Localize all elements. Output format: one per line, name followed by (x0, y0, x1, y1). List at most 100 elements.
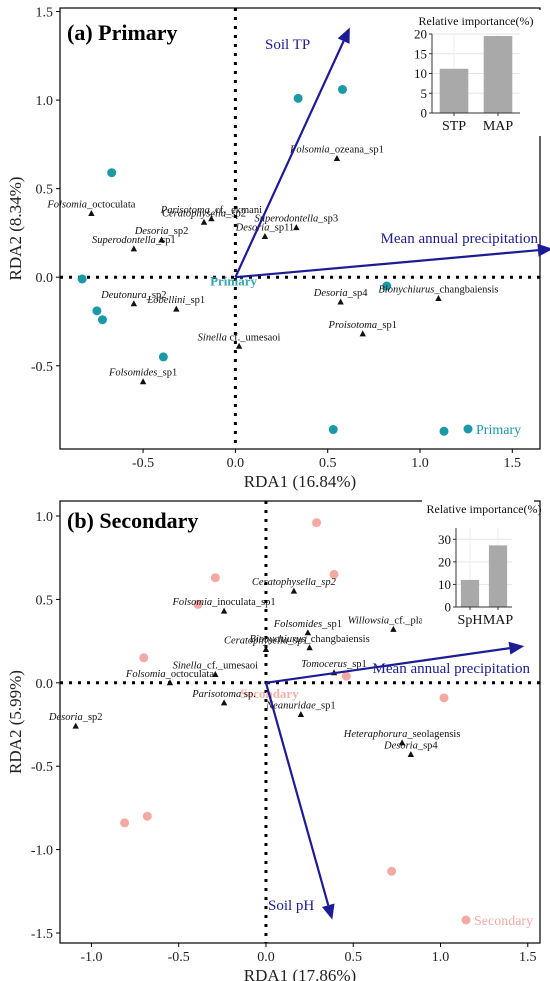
species-marker (293, 224, 300, 231)
y-tick-label: 0.0 (36, 271, 54, 286)
site-point (382, 281, 392, 291)
species-epithet: _sp1 (156, 368, 177, 379)
species-label: Heteraphorura_seolagensis (343, 729, 461, 740)
species-epithet: _sp1 (346, 659, 367, 670)
site-point (120, 818, 130, 828)
x-tick-label: 0.0 (257, 950, 275, 965)
legend-point (463, 424, 473, 434)
species-label: Deutonura_sp2 (100, 290, 166, 301)
legend-point (461, 915, 471, 925)
species-genus: Deutonura (100, 290, 147, 301)
arrow-label: Mean annual precipitation (373, 661, 531, 677)
species-label: Ceratophysella_sp1 (224, 635, 308, 646)
species-epithet: _sp4 (417, 741, 439, 752)
species-genus: Sinella (173, 660, 202, 671)
species-label: Sinella_cf._umesaoi (173, 660, 259, 671)
species-genus: Desoria (313, 288, 348, 299)
species-genus: Neanuridae (265, 700, 316, 711)
species-label: Superodontella_sp1 (92, 235, 176, 246)
species-label: Superodontella_sp3 (254, 214, 338, 225)
y-tick-label: -0.5 (31, 760, 53, 775)
centroid-label: Primary (210, 274, 257, 289)
species-marker (130, 245, 138, 252)
x-tick-label: 0.0 (227, 456, 245, 471)
species-marker (212, 670, 219, 677)
species-label: Lobellini_sp1 (146, 295, 205, 306)
x-tick-label: 1.0 (411, 456, 429, 471)
species-epithet: _cf._umesaoi (201, 660, 258, 671)
species-epithet: _sp11 (268, 222, 294, 233)
species-epithet: _sp1 (376, 320, 397, 331)
species-label: Desoria_sp11 (235, 222, 295, 233)
inset-x-tick-label: STP (442, 119, 466, 134)
panel-title: (b) Secondary (67, 508, 198, 533)
species-genus: Tomocerus (301, 659, 347, 670)
arrow-shaft (264, 682, 330, 906)
species-genus: Desoria (48, 712, 83, 723)
y-tick-label: 0.5 (36, 593, 54, 608)
y-tick-label: -0.5 (31, 360, 53, 375)
arrow-shaft (234, 40, 345, 278)
arrow-label: Mean annual precipitation (381, 231, 539, 247)
species-marker (290, 587, 298, 594)
x-axis-label: RDA1 (17.86%) (244, 966, 356, 981)
species-marker (220, 607, 228, 614)
species-marker (208, 215, 215, 222)
species-epithet: _sp4 (347, 288, 369, 299)
species-genus: Folsomides (273, 619, 322, 630)
site-point (312, 518, 322, 528)
species-genus: Superodontella (254, 214, 318, 225)
inset-x-tick-label: MAP (483, 613, 514, 628)
species-marker (130, 300, 138, 307)
species-genus: Ceratophysella (224, 635, 288, 646)
species-label: Sinella cf._umesaoi (198, 332, 281, 343)
species-marker (304, 629, 312, 636)
species-marker (158, 236, 165, 243)
y-axis-label: RDA2 (5.99%) (6, 670, 25, 774)
site-point (387, 866, 397, 876)
species-genus: Desoria (383, 741, 418, 752)
y-tick-label: 1.0 (36, 510, 54, 525)
site-point (107, 168, 117, 178)
species-marker (200, 218, 208, 225)
species-marker (435, 294, 442, 301)
site-point (341, 671, 351, 681)
species-genus: Proisotoma (328, 320, 378, 331)
species-epithet: _cf._ekmani (209, 205, 262, 216)
species-label: Proisotoma_sp1 (328, 320, 397, 331)
plot-frame (59, 7, 541, 450)
inset-y-tick-label: 20 (438, 554, 451, 569)
x-tick-label: -0.5 (168, 950, 190, 965)
species-label: Ceratophysella_sp2 (252, 577, 337, 588)
species-epithet: _sp1 (155, 235, 176, 246)
species-label: Folsomia_inoculata_sp1 (171, 597, 275, 608)
species-genus: Folsomia (171, 597, 212, 608)
legend-label: Secondary (474, 914, 533, 929)
species-marker (398, 739, 406, 746)
panel-secondary: -1.0 -0.5 0.0 0.5 1.0 1.5 -1.5 -1.0 -0.5 0.0 0.5 1.… (6, 498, 541, 981)
panel-title: (a) Primary (67, 20, 178, 45)
species-epithet: _sp2 (146, 290, 167, 301)
inset-bar (488, 545, 508, 607)
plot-frame (59, 500, 541, 944)
arrow-head (321, 903, 335, 920)
species-genus: Bionychiurus (250, 634, 306, 645)
species-marker (337, 298, 344, 305)
inset-y-tick-label: 20 (414, 27, 427, 42)
site-point (328, 425, 338, 435)
site-point (77, 274, 87, 284)
arrow-shaft (265, 647, 510, 684)
species-label: Ceratophysella_sp2 (162, 208, 246, 219)
species-epithet: _cf._platani (388, 615, 439, 626)
species-epithet: _sp1 (315, 700, 336, 711)
species-label: Folsomia_octoculata (125, 669, 214, 680)
species-label: Desoria_sp2 (134, 226, 189, 237)
y-axis-label: RDA2 (8.34%) (6, 177, 25, 281)
site-point (337, 84, 347, 94)
species-genus: Heteraphorura (343, 729, 408, 740)
species-label: Desoria_sp2 (48, 712, 103, 723)
species-marker (262, 645, 270, 652)
species-genus: Bionychiurus (378, 284, 434, 295)
arrow-head (537, 243, 550, 257)
species-label: Willowsia_cf._platani (348, 615, 439, 626)
